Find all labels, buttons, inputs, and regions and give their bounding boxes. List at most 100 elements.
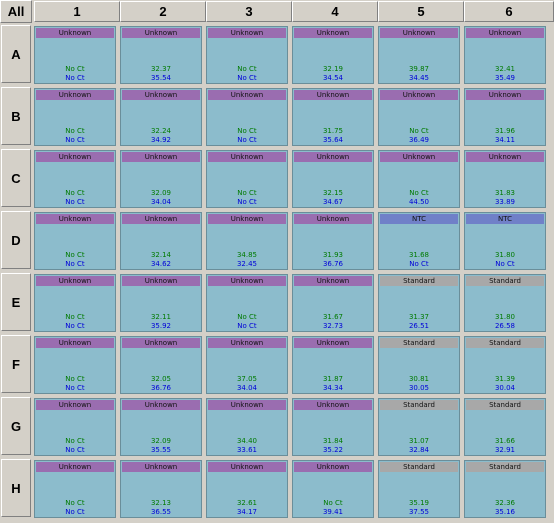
well-ct-value-2: 34.34 xyxy=(322,384,344,392)
well-ct-value: No Ct xyxy=(323,499,343,507)
well-f2[interactable]: Unknown 32.05 36.76 xyxy=(120,336,202,394)
well-task-label: Unknown xyxy=(36,462,114,472)
well-task-label: Unknown xyxy=(122,276,200,286)
well-ct-value-2: 34.11 xyxy=(494,136,516,144)
well-a4[interactable]: Unknown 32.19 34.54 xyxy=(292,26,374,84)
well-d2[interactable]: Unknown 32.14 34.62 xyxy=(120,212,202,270)
well-task-label: Unknown xyxy=(208,90,286,100)
well-task-label: Unknown xyxy=(380,152,458,162)
well-e6[interactable]: Standard 31.80 26.58 xyxy=(464,274,546,332)
well-task-label: Unknown xyxy=(208,462,286,472)
well-c1[interactable]: Unknown No Ct No Ct xyxy=(34,150,116,208)
well-ct-value: No Ct xyxy=(65,313,85,321)
well-c2[interactable]: Unknown 32.09 34.04 xyxy=(120,150,202,208)
well-ct-value-2: 36.49 xyxy=(408,136,430,144)
well-g3[interactable]: Unknown 34.40 33.61 xyxy=(206,398,288,456)
well-g5[interactable]: Standard 31.07 32.84 xyxy=(378,398,460,456)
well-task-label: Unknown xyxy=(208,28,286,38)
well-task-label: Unknown xyxy=(380,28,458,38)
well-h6[interactable]: Standard 32.36 35.16 xyxy=(464,460,546,518)
well-ct-value: No Ct xyxy=(409,189,429,197)
well-ct-value: 31.87 xyxy=(322,375,344,383)
column-header-6[interactable]: 6 xyxy=(464,1,554,22)
well-f1[interactable]: Unknown No Ct No Ct xyxy=(34,336,116,394)
row-header-e[interactable]: E xyxy=(1,273,31,331)
well-c3[interactable]: Unknown No Ct No Ct xyxy=(206,150,288,208)
well-ct-value: 32.05 xyxy=(150,375,172,383)
well-ct-value: 31.93 xyxy=(322,251,344,259)
well-e3[interactable]: Unknown No Ct No Ct xyxy=(206,274,288,332)
well-b5[interactable]: Unknown No Ct 36.49 xyxy=(378,88,460,146)
row-header-f[interactable]: F xyxy=(1,335,31,393)
well-g1[interactable]: Unknown No Ct No Ct xyxy=(34,398,116,456)
well-h3[interactable]: Unknown 32.61 34.17 xyxy=(206,460,288,518)
well-ct-value: 31.84 xyxy=(322,437,344,445)
well-ct-value: 39.87 xyxy=(408,65,430,73)
well-e2[interactable]: Unknown 32.11 35.92 xyxy=(120,274,202,332)
well-h5[interactable]: Standard 35.19 37.55 xyxy=(378,460,460,518)
well-g4[interactable]: Unknown 31.84 35.22 xyxy=(292,398,374,456)
well-ct-value-2: No Ct xyxy=(409,260,429,268)
well-e1[interactable]: Unknown No Ct No Ct xyxy=(34,274,116,332)
well-d1[interactable]: Unknown No Ct No Ct xyxy=(34,212,116,270)
well-ct-value: 30.81 xyxy=(408,375,430,383)
well-ct-value-2: 30.05 xyxy=(408,384,430,392)
well-h4[interactable]: Unknown No Ct 39.41 xyxy=(292,460,374,518)
well-a2[interactable]: Unknown 32.37 35.54 xyxy=(120,26,202,84)
row-header-g[interactable]: G xyxy=(1,397,31,455)
well-c5[interactable]: Unknown No Ct 44.50 xyxy=(378,150,460,208)
well-ct-value: 32.09 xyxy=(150,189,172,197)
row-header-a[interactable]: A xyxy=(1,25,31,83)
well-f6[interactable]: Standard 31.39 30.04 xyxy=(464,336,546,394)
well-ct-value: 31.80 xyxy=(494,313,516,321)
select-all-button[interactable]: All xyxy=(0,0,32,23)
well-ct-value-2: 26.51 xyxy=(408,322,430,330)
well-g6[interactable]: Standard 31.66 32.91 xyxy=(464,398,546,456)
well-b4[interactable]: Unknown 31.75 35.64 xyxy=(292,88,374,146)
well-a5[interactable]: Unknown 39.87 34.45 xyxy=(378,26,460,84)
well-b2[interactable]: Unknown 32.24 34.92 xyxy=(120,88,202,146)
well-task-label: Unknown xyxy=(294,28,372,38)
well-ct-value-2: No Ct xyxy=(65,446,85,454)
well-task-label: NTC xyxy=(380,214,458,224)
row-header-d[interactable]: D xyxy=(1,211,31,269)
well-b3[interactable]: Unknown No Ct No Ct xyxy=(206,88,288,146)
well-h1[interactable]: Unknown No Ct No Ct xyxy=(34,460,116,518)
column-header-4[interactable]: 4 xyxy=(292,1,378,22)
well-d5[interactable]: NTC 31.68 No Ct xyxy=(378,212,460,270)
well-ct-value: 32.36 xyxy=(494,499,516,507)
well-a3[interactable]: Unknown No Ct No Ct xyxy=(206,26,288,84)
column-header-2[interactable]: 2 xyxy=(120,1,206,22)
well-task-label: Standard xyxy=(466,276,544,286)
row-header-h[interactable]: H xyxy=(1,459,31,517)
column-header-3[interactable]: 3 xyxy=(206,1,292,22)
column-header-1[interactable]: 1 xyxy=(34,1,120,22)
well-h2[interactable]: Unknown 32.13 36.55 xyxy=(120,460,202,518)
row-header-c[interactable]: C xyxy=(1,149,31,207)
well-ct-value: 31.37 xyxy=(408,313,430,321)
well-f3[interactable]: Unknown 37.05 34.04 xyxy=(206,336,288,394)
well-c4[interactable]: Unknown 32.15 34.67 xyxy=(292,150,374,208)
well-ct-value: 31.83 xyxy=(494,189,516,197)
row-header-b[interactable]: B xyxy=(1,87,31,145)
well-f4[interactable]: Unknown 31.87 34.34 xyxy=(292,336,374,394)
well-ct-value-2: 34.45 xyxy=(408,74,430,82)
well-c6[interactable]: Unknown 31.83 33.89 xyxy=(464,150,546,208)
well-ct-value-2: 35.16 xyxy=(494,508,516,516)
well-d3[interactable]: Unknown 34.85 32.45 xyxy=(206,212,288,270)
well-task-label: Unknown xyxy=(122,28,200,38)
well-ct-value: 35.19 xyxy=(408,499,430,507)
well-a6[interactable]: Unknown 32.41 35.49 xyxy=(464,26,546,84)
well-g2[interactable]: Unknown 32.09 35.55 xyxy=(120,398,202,456)
well-d6[interactable]: NTC 31.80 No Ct xyxy=(464,212,546,270)
well-e4[interactable]: Unknown 31.67 32.73 xyxy=(292,274,374,332)
well-ct-value: 31.96 xyxy=(494,127,516,135)
column-header-5[interactable]: 5 xyxy=(378,1,464,22)
well-a1[interactable]: Unknown No Ct No Ct xyxy=(34,26,116,84)
well-f5[interactable]: Standard 30.81 30.05 xyxy=(378,336,460,394)
well-e5[interactable]: Standard 31.37 26.51 xyxy=(378,274,460,332)
well-b1[interactable]: Unknown No Ct No Ct xyxy=(34,88,116,146)
well-d4[interactable]: Unknown 31.93 36.76 xyxy=(292,212,374,270)
well-b6[interactable]: Unknown 31.96 34.11 xyxy=(464,88,546,146)
